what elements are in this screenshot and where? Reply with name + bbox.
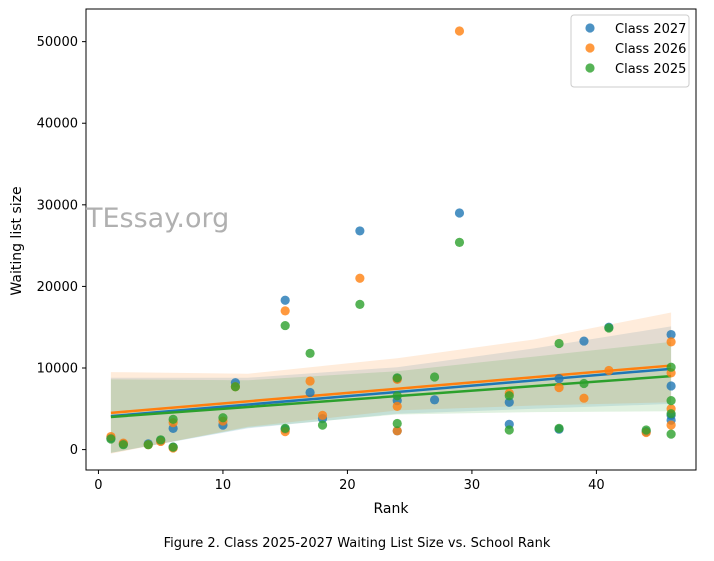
data-point-class-2025: [156, 435, 166, 445]
data-point-class-2026: [579, 393, 589, 403]
data-point-class-2026: [666, 337, 676, 347]
data-point-class-2027: [280, 295, 290, 305]
data-point-class-2025: [143, 440, 153, 450]
legend-label-class-2026: Class 2026: [615, 42, 686, 57]
data-point-class-2025: [355, 299, 365, 309]
data-point-class-2027: [579, 336, 589, 346]
data-point-class-2027: [305, 387, 315, 398]
data-point-class-2025: [168, 442, 178, 452]
data-point-class-2025: [579, 378, 589, 389]
data-point-class-2026: [392, 426, 402, 436]
data-point-class-2025: [666, 396, 676, 406]
legend: Class 2027 Class 2026 Class 2025: [570, 14, 690, 88]
x-tick-label: 40: [588, 478, 605, 493]
data-point-class-2026: [317, 410, 328, 420]
data-point-class-2027: [504, 397, 514, 407]
data-point-class-2025: [504, 391, 514, 401]
data-point-class-2025: [280, 320, 290, 331]
data-point-class-2025: [230, 382, 240, 392]
data-point-class-2025: [106, 434, 116, 444]
data-point-class-2025: [218, 413, 228, 423]
data-point-class-2025: [392, 391, 402, 401]
y-axis-ticks: 0 10000 20000 30000 40000 50000: [37, 35, 86, 458]
watermark-text: TEssay.org: [85, 203, 229, 234]
data-point-class-2025: [305, 348, 315, 358]
data-point-class-2027: [666, 329, 676, 340]
data-point-class-2026: [392, 401, 402, 411]
data-point-class-2025: [118, 440, 128, 450]
data-point-class-2027: [554, 374, 564, 384]
data-point-class-2025: [392, 373, 402, 383]
y-tick-label: 20000: [37, 280, 78, 295]
data-point-class-2025: [641, 425, 651, 435]
y-axis-label: Waiting list size: [9, 186, 25, 295]
y-tick-label: 30000: [37, 198, 78, 213]
data-point-class-2025: [666, 429, 676, 439]
data-point-class-2025: [554, 423, 564, 433]
data-points: [106, 26, 676, 453]
confidence-band-class-2026: [110, 312, 672, 454]
trend-line-class-2027: [110, 367, 672, 418]
data-point-class-2026: [554, 382, 564, 393]
legend-label-class-2025: Class 2025: [615, 62, 686, 77]
data-point-class-2026: [280, 306, 290, 316]
data-point-class-2025: [454, 237, 465, 247]
trend-lines: [110, 364, 672, 419]
x-tick-label: 0: [94, 478, 102, 493]
data-point-class-2025: [666, 409, 676, 419]
x-axis-ticks: 0 10 20 30 40: [94, 470, 605, 493]
plot-frame: [85, 8, 697, 471]
data-point-class-2027: [454, 208, 465, 218]
data-point-class-2025: [504, 425, 514, 435]
x-tick-label: 20: [339, 478, 356, 493]
x-axis-label: Rank: [374, 501, 410, 517]
y-tick-label: 50000: [37, 35, 78, 50]
data-point-class-2025: [392, 418, 402, 429]
legend-box: [570, 14, 690, 88]
data-point-class-2025: [317, 420, 328, 430]
x-tick-label: 10: [215, 478, 232, 493]
data-point-class-2027: [429, 395, 440, 405]
legend-marker-class-2027: [585, 23, 595, 33]
legend-label-class-2027: Class 2027: [615, 22, 686, 37]
y-tick-label: 0: [70, 443, 78, 458]
trend-line-class-2025: [110, 374, 672, 419]
trend-line-class-2026: [110, 364, 672, 415]
data-point-class-2027: [355, 226, 365, 236]
data-point-class-2027: [666, 381, 676, 391]
data-point-class-2026: [305, 376, 315, 386]
data-point-class-2026: [604, 365, 614, 376]
data-point-class-2026: [666, 420, 676, 430]
data-point-class-2025: [280, 423, 290, 433]
legend-marker-class-2025: [585, 63, 595, 73]
data-point-class-2026: [355, 273, 365, 283]
data-point-class-2025: [168, 414, 178, 425]
x-tick-label: 30: [464, 478, 481, 493]
data-point-class-2025: [604, 323, 614, 333]
data-point-class-2025: [554, 338, 564, 349]
y-tick-label: 40000: [37, 117, 78, 132]
data-point-class-2026: [454, 26, 465, 36]
data-point-class-2025: [666, 362, 676, 372]
figure-caption: Figure 2. Class 2025-2027 Waiting List S…: [163, 536, 551, 551]
legend-marker-class-2026: [585, 43, 595, 53]
y-tick-label: 10000: [37, 362, 78, 377]
data-point-class-2025: [429, 372, 440, 382]
